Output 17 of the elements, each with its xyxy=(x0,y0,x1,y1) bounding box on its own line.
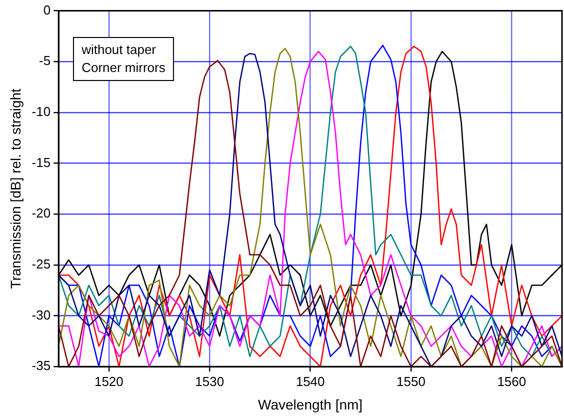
y-tick-label: -25 xyxy=(32,256,51,272)
y-tick-label: -35 xyxy=(32,358,51,374)
y-tick-label: -10 xyxy=(32,104,51,120)
x-tick-label: 1520 xyxy=(94,374,124,389)
annotation: without taper xyxy=(82,40,158,59)
x-tick-label: 1530 xyxy=(195,374,224,389)
y-tick-label: -15 xyxy=(32,154,51,170)
x-tick-label: 1550 xyxy=(396,374,426,389)
x-tick-label: 1540 xyxy=(296,374,325,389)
y-tick-label: -20 xyxy=(32,206,51,221)
y-tick-label: -30 xyxy=(32,307,51,322)
x-tick-label: 1560 xyxy=(497,374,526,389)
y-axis-title: Transmission [dB] rel. to straight xyxy=(7,88,24,289)
y-tick-label: -5 xyxy=(39,53,51,68)
x-axis-title: Wavelength [nm] xyxy=(258,396,363,412)
y-tick-label: 0 xyxy=(43,2,51,18)
annotation: Corner mirrors xyxy=(82,58,166,77)
